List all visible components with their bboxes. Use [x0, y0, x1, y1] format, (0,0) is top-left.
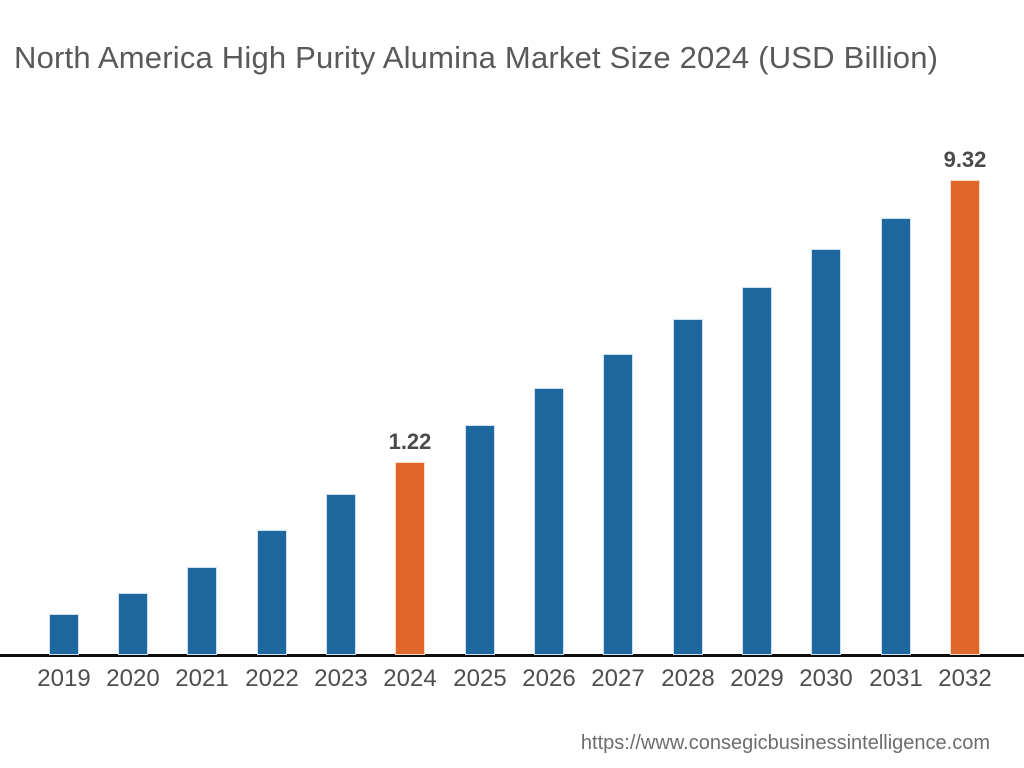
- bar-2024: [395, 462, 425, 655]
- x-axis-label-2027: 2027: [591, 665, 645, 692]
- bar-2028: [673, 319, 703, 655]
- x-axis-line: [0, 654, 1024, 657]
- bar-2032: [950, 180, 980, 655]
- source-url: https://www.consegicbusinessintelligence…: [580, 732, 990, 754]
- bar-2029: [742, 287, 772, 655]
- bar-2023: [326, 494, 356, 655]
- x-axis-label-2032: 2032: [938, 665, 992, 692]
- x-axis-label-2025: 2025: [453, 665, 507, 692]
- x-axis-label-2019: 2019: [37, 665, 91, 692]
- bar-2021: [187, 567, 217, 655]
- bar-2027: [603, 354, 633, 655]
- chart-title: North America High Purity Alumina Market…: [14, 40, 939, 75]
- x-axis-label-2024: 2024: [383, 665, 437, 692]
- bar-2030: [811, 249, 841, 655]
- x-axis-label-2022: 2022: [245, 665, 299, 692]
- x-axis-label-2031: 2031: [869, 665, 923, 692]
- bar-2031: [881, 218, 911, 655]
- x-axis-label-2020: 2020: [106, 665, 160, 692]
- bar-2025: [465, 425, 495, 655]
- bar-2020: [118, 593, 148, 655]
- bar-2019: [49, 614, 79, 655]
- bar-2022: [257, 530, 287, 655]
- x-axis-label-2029: 2029: [730, 665, 784, 692]
- bar-2026: [534, 388, 564, 655]
- x-axis-label-2023: 2023: [314, 665, 368, 692]
- bar-value-label-2024: 1.22: [388, 429, 432, 454]
- x-axis-label-2028: 2028: [661, 665, 715, 692]
- x-axis-label-2030: 2030: [799, 665, 853, 692]
- bar-value-label-2032: 9.32: [943, 147, 987, 172]
- x-axis-label-2026: 2026: [522, 665, 576, 692]
- x-axis-label-2021: 2021: [175, 665, 229, 692]
